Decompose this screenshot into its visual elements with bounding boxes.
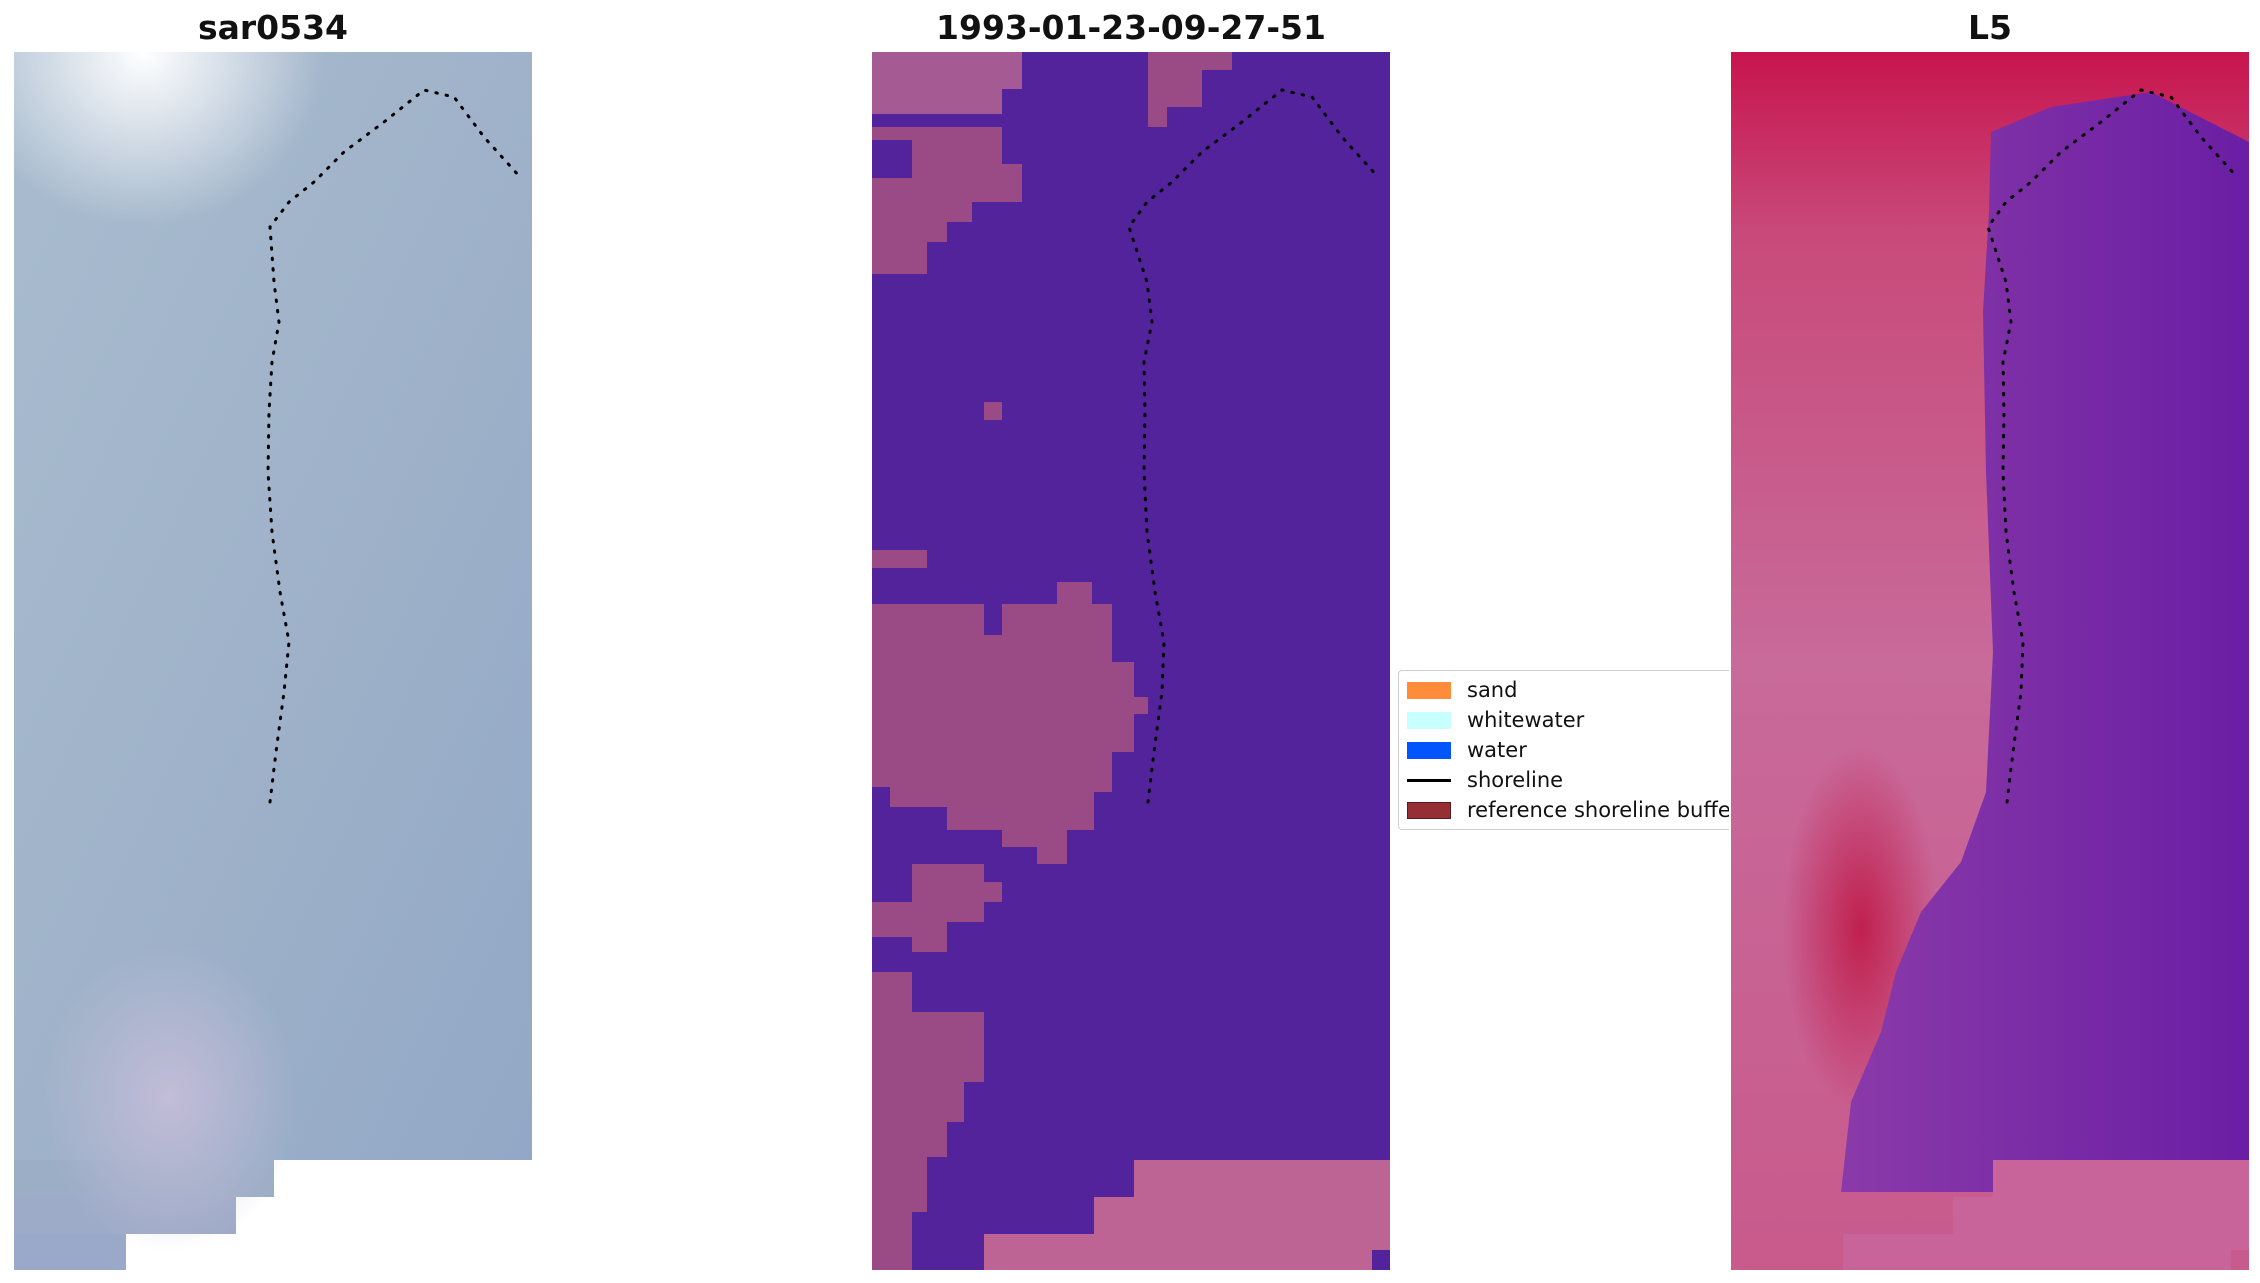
legend-label-reference-buffer: reference shoreline buffer bbox=[1467, 798, 1729, 822]
panel-title-date: 1993-01-23-09-27-51 bbox=[936, 8, 1326, 47]
sar-image bbox=[14, 52, 532, 1270]
classified-image-panel bbox=[872, 52, 1390, 1270]
legend-item-shoreline: shoreline bbox=[1407, 767, 1563, 793]
l5-image bbox=[1731, 52, 2249, 1270]
sar-image-panel bbox=[14, 52, 532, 1270]
legend-label-whitewater: whitewater bbox=[1467, 708, 1585, 732]
legend-item-sand: sand bbox=[1407, 677, 1517, 703]
legend-item-water: water bbox=[1407, 737, 1527, 763]
legend-item-whitewater: whitewater bbox=[1407, 707, 1584, 733]
legend-label-sand: sand bbox=[1467, 678, 1518, 702]
panel-title-l5: L5 bbox=[1968, 8, 2012, 47]
shoreline-dotted-3 bbox=[1986, 88, 2239, 804]
reference-buffer-swatch bbox=[1407, 801, 1451, 819]
legend-label-shoreline: shoreline bbox=[1467, 768, 1564, 792]
l5-image-panel bbox=[1731, 52, 2249, 1270]
classified-image bbox=[872, 52, 1390, 1270]
shoreline-dotted-2 bbox=[1127, 88, 1380, 804]
water-swatch bbox=[1407, 741, 1451, 759]
panel-title-sar0534: sar0534 bbox=[197, 8, 349, 47]
shoreline-swatch bbox=[1407, 778, 1451, 782]
sand-swatch bbox=[1407, 681, 1451, 699]
legend: sand whitewater water shoreline referenc… bbox=[1398, 670, 1729, 830]
whitewater-swatch bbox=[1407, 711, 1451, 729]
legend-item-reference-buffer: reference shoreline buffer bbox=[1407, 797, 1729, 823]
legend-label-water: water bbox=[1467, 738, 1527, 762]
shoreline-dotted-1 bbox=[266, 88, 522, 804]
